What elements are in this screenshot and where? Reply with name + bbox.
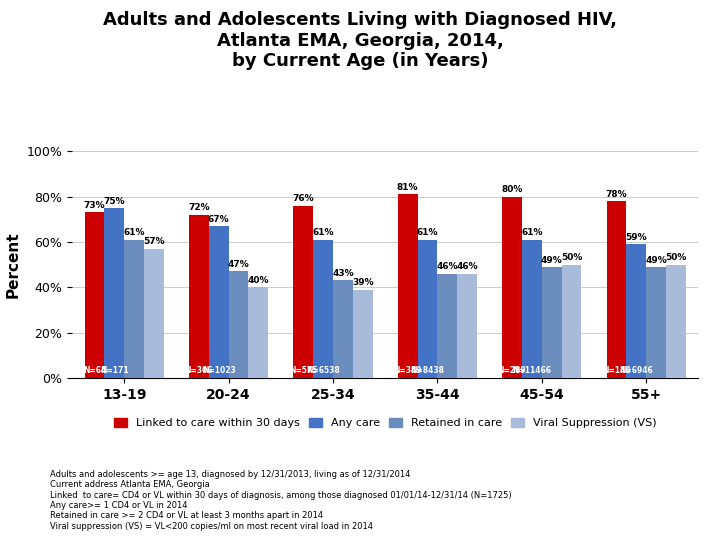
Text: 67%: 67% [208,215,230,224]
Text: N=6946: N=6946 [619,366,653,375]
Text: 81%: 81% [397,183,418,192]
Bar [626,244,647,378]
Y-axis label: Percent: Percent [6,231,21,298]
Text: 39%: 39% [352,278,374,287]
Text: 61%: 61% [521,228,543,238]
Text: 59%: 59% [626,233,647,242]
Text: 50%: 50% [665,253,687,262]
Text: 50%: 50% [561,253,582,262]
Text: N=306: N=306 [184,366,213,375]
Bar [397,194,418,378]
Bar [248,287,269,378]
Bar [353,289,373,378]
Text: 49%: 49% [645,255,667,265]
Bar [84,212,104,378]
Bar [418,240,437,378]
Text: N=1023: N=1023 [202,366,235,375]
Text: 72%: 72% [188,204,210,212]
Bar [666,265,686,378]
Text: 57%: 57% [143,238,165,246]
Text: 73%: 73% [84,201,105,210]
Text: 80%: 80% [501,185,523,194]
Text: N=6538: N=6538 [306,366,340,375]
Text: 61%: 61% [312,228,334,238]
Bar [144,249,164,378]
Text: N=575: N=575 [289,366,318,375]
Bar [437,274,457,378]
Bar [606,201,626,378]
Bar [333,280,353,378]
Bar [313,240,333,378]
Bar [502,197,522,378]
Text: 47%: 47% [228,260,249,269]
Text: 76%: 76% [292,194,314,204]
Text: N=289: N=289 [498,366,526,375]
Text: 61%: 61% [123,228,145,238]
Text: 61%: 61% [417,228,438,238]
Bar [647,267,666,378]
Text: N=148: N=148 [602,366,631,375]
Text: N=171: N=171 [100,366,129,375]
Bar [457,274,477,378]
Text: 75%: 75% [104,197,125,206]
Bar [562,265,582,378]
Legend: Linked to care within 30 days, Any care, Retained in care, Viral Suppression (VS: Linked to care within 30 days, Any care,… [114,417,657,428]
Bar [189,215,209,378]
Text: 46%: 46% [456,262,478,272]
Text: 43%: 43% [332,269,354,278]
Text: 49%: 49% [541,255,562,265]
Bar [541,267,562,378]
Text: 78%: 78% [606,190,627,199]
Bar [124,240,144,378]
Bar [293,206,313,378]
Text: Adults and adolescents >= age 13, diagnosed by 12/31/2013, living as of 12/31/20: Adults and adolescents >= age 13, diagno… [50,470,512,531]
Text: N=8438: N=8438 [410,366,444,375]
Text: N=349: N=349 [393,366,422,375]
Bar [228,272,248,378]
Text: Adults and Adolescents Living with Diagnosed HIV,
Atlanta EMA, Georgia, 2014,
by: Adults and Adolescents Living with Diagn… [103,11,617,70]
Text: N=64: N=64 [83,366,106,375]
Bar [209,226,228,378]
Text: N=11466: N=11466 [513,366,552,375]
Text: 46%: 46% [436,262,458,272]
Bar [104,208,124,378]
Bar [522,240,541,378]
Text: 40%: 40% [248,276,269,285]
